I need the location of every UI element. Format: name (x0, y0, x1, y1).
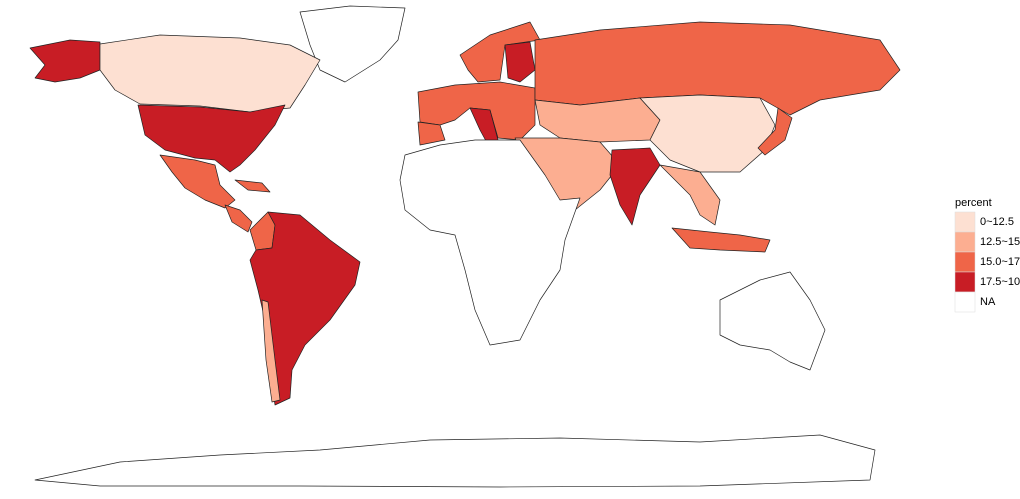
greenland (299, 5, 406, 83)
india (609, 147, 661, 226)
china (639, 94, 776, 173)
southeast-asia (659, 164, 721, 226)
legend-title: percent (955, 197, 992, 209)
legend-swatch (954, 271, 976, 293)
iberia (417, 121, 446, 146)
legend-label: 12.5~15.0 (980, 236, 1020, 248)
mexico (159, 154, 236, 209)
caribbean (234, 179, 271, 193)
alaska (29, 39, 101, 83)
legend-swatch (954, 291, 976, 313)
chile (261, 299, 281, 403)
canada (99, 34, 321, 113)
australia (719, 271, 826, 371)
legend-label: NA (980, 296, 996, 308)
legend-swatch (954, 211, 976, 233)
legend-label: 15.0~17.5 (980, 256, 1020, 268)
antarctica (34, 434, 876, 488)
legend-label: 17.5~100 (980, 276, 1020, 288)
japan (757, 107, 793, 156)
legend: percent 0~12.5 12.5~15.0 15.0~17.5 17.5~100… (954, 197, 1020, 313)
central-asia (534, 97, 661, 143)
finland (504, 41, 536, 83)
south-america (249, 211, 361, 406)
usa (137, 104, 286, 173)
africa (399, 139, 581, 346)
legend-swatch (954, 231, 976, 253)
countries (29, 5, 901, 488)
legend-label: 0~12.5 (980, 216, 1014, 228)
indonesia (671, 227, 771, 253)
central-america (224, 204, 253, 233)
legend-swatch (954, 251, 976, 273)
